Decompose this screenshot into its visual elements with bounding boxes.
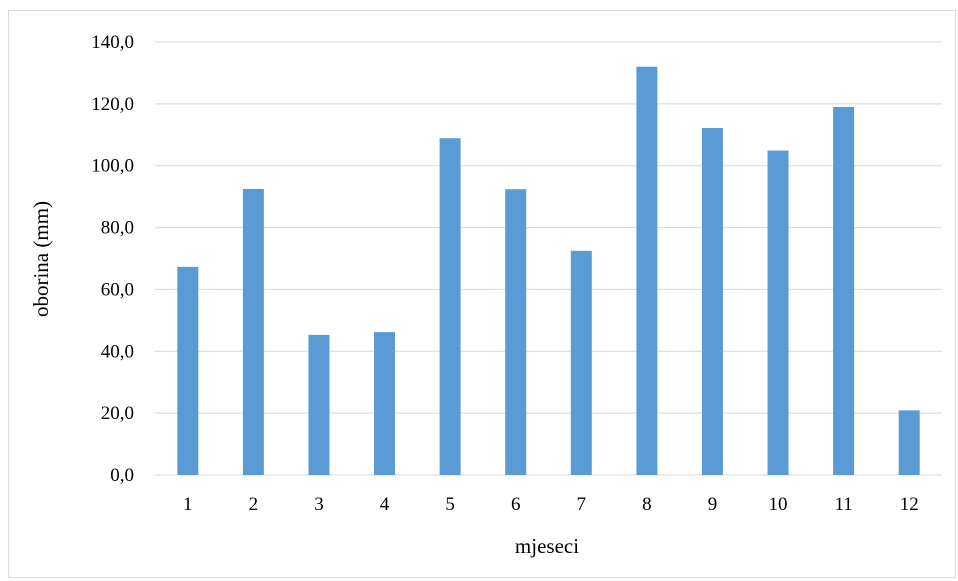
bar-month-11: [833, 106, 855, 475]
y-tick-label: 80,0: [101, 218, 134, 239]
x-tick-label: 3: [314, 494, 324, 515]
y-tick-labels: 0,0 20,0 40,0 60,0 80,0 100,0 120,0 140,0: [91, 32, 134, 486]
bar-month-7: [570, 250, 592, 475]
bar-month-4: [374, 332, 396, 475]
x-tick-label: 10: [769, 494, 788, 515]
y-tick-label: 120,0: [91, 94, 134, 115]
bar-month-2: [242, 188, 264, 476]
x-tick-label: 9: [708, 494, 718, 515]
x-tick-label: 4: [380, 494, 390, 515]
bar-month-12: [898, 410, 920, 475]
x-tick-labels: 1 2 3 4 5 6 7 8 9 10 11 12: [183, 494, 919, 515]
y-tick-label: 0,0: [110, 465, 134, 486]
y-tick-label: 140,0: [91, 32, 134, 53]
x-tick-label: 11: [834, 494, 852, 515]
x-axis-title: mjeseci: [515, 534, 579, 558]
x-tick-label: 5: [445, 494, 455, 515]
bar-month-5: [439, 138, 461, 475]
x-tick-label: 1: [183, 494, 193, 515]
y-axis-title: oborina (mm): [29, 201, 53, 317]
bars: [177, 66, 920, 476]
y-tick-label: 60,0: [101, 279, 134, 300]
x-tick-label: 2: [249, 494, 259, 515]
bar-month-3: [308, 334, 330, 475]
bar-month-1: [177, 266, 199, 475]
gridlines: [155, 41, 942, 476]
bar-month-8: [636, 66, 658, 475]
chart-frame: [8, 10, 956, 578]
y-tick-label: 40,0: [101, 341, 134, 362]
y-tick-label: 20,0: [101, 403, 134, 424]
bar-month-9: [701, 127, 723, 475]
x-tick-label: 6: [511, 494, 521, 515]
x-tick-label: 12: [900, 494, 919, 515]
bar-month-6: [505, 189, 527, 475]
y-tick-label: 100,0: [91, 156, 134, 177]
bar-month-10: [767, 150, 789, 476]
x-tick-label: 8: [642, 494, 652, 515]
x-tick-label: 7: [577, 494, 587, 515]
